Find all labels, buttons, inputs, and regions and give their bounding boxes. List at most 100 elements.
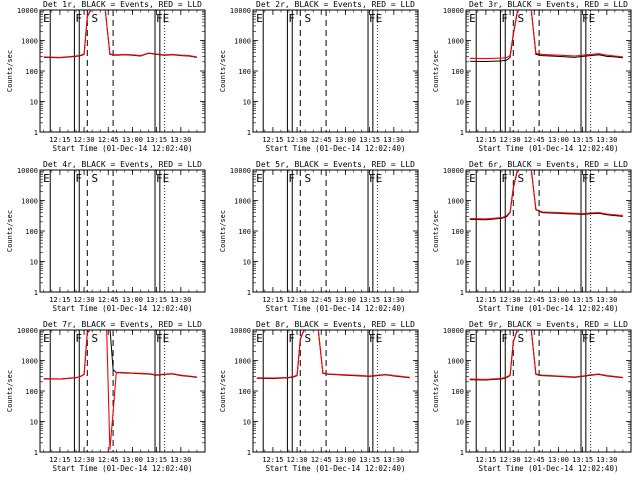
panel-det-4: Det 4r, BLACK = Events, RED = LLD 1 10 100 1…	[6, 160, 206, 313]
x-tick-label: 13:30	[170, 456, 191, 464]
y-tick-label: 100	[451, 228, 464, 236]
marker-label: FE	[582, 172, 595, 185]
x-tick-label: 12:15	[262, 296, 283, 304]
marker-label: F	[75, 172, 82, 185]
x-tick-label: 13:30	[170, 296, 191, 304]
panel-det-7: Det 7r, BLACK = Events, RED = LLD 1 10 100 1…	[6, 320, 206, 473]
panel-det-6: Det 6r, BLACK = Events, RED = LLD 1 10 100 1…	[432, 160, 632, 313]
marker-label: E	[43, 332, 50, 345]
y-tick-label: 10000	[443, 327, 464, 335]
marker-label: S	[518, 332, 525, 345]
x-axis-label: Start Time (01-Dec-14 12:02:40)	[479, 464, 619, 473]
y-tick-label: 1000	[21, 358, 38, 366]
plot-frame	[252, 9, 419, 133]
x-tick-label: 13:00	[548, 136, 569, 144]
plot-frame	[252, 329, 419, 453]
y-axis-label: Counts/sec	[432, 370, 440, 412]
y-axis-label: Counts/sec	[219, 370, 227, 412]
x-tick-label: 12:15	[475, 456, 496, 464]
marker-label: FE	[582, 12, 595, 25]
y-tick-label: 1000	[234, 38, 251, 46]
x-tick-label: 12:30	[74, 296, 95, 304]
x-tick-label: 12:45	[311, 296, 332, 304]
y-tick-label: 1000	[21, 38, 38, 46]
marker-label: S	[92, 332, 99, 345]
x-axis-label: Start Time (01-Dec-14 12:02:40)	[479, 304, 619, 313]
y-tick-label: 10	[243, 99, 251, 107]
marker-label: FE	[369, 332, 382, 345]
x-tick-label: 12:30	[287, 296, 308, 304]
events-series-line	[256, 330, 410, 380]
y-axis-label: Counts/sec	[6, 370, 14, 412]
x-tick-label: 12:45	[311, 456, 332, 464]
y-axis-label: Counts/sec	[219, 50, 227, 92]
events-series-line	[43, 330, 197, 380]
y-tick-label: 1	[460, 129, 464, 137]
x-tick-label: 13:30	[596, 136, 617, 144]
marker-label: S	[518, 12, 525, 25]
x-tick-label: 13:00	[122, 456, 143, 464]
x-axis-label: Start Time (01-Dec-14 12:02:40)	[53, 304, 193, 313]
marker-label: S	[92, 12, 99, 25]
y-tick-label: 100	[25, 388, 38, 396]
y-tick-label: 100	[451, 388, 464, 396]
marker-label: E	[256, 12, 263, 25]
marker-label: S	[518, 172, 525, 185]
x-tick-label: 13:15	[359, 136, 380, 144]
x-axis-label: Start Time (01-Dec-14 12:02:40)	[266, 304, 406, 313]
y-tick-label: 10000	[230, 7, 251, 15]
marker-label: F	[288, 172, 295, 185]
y-tick-label: 1	[34, 289, 38, 297]
x-tick-label: 12:15	[49, 136, 70, 144]
marker-label: F	[75, 12, 82, 25]
x-tick-label: 12:30	[287, 456, 308, 464]
marker-label: F	[288, 332, 295, 345]
x-tick-label: 13:00	[335, 136, 356, 144]
plot-frame	[39, 9, 206, 133]
y-tick-label: 100	[25, 68, 38, 76]
y-tick-label: 10000	[443, 167, 464, 175]
x-tick-label: 12:30	[500, 456, 521, 464]
y-tick-label: 1000	[447, 38, 464, 46]
y-axis-label: Counts/sec	[432, 210, 440, 252]
marker-label: F	[288, 12, 295, 25]
x-tick-label: 13:00	[548, 456, 569, 464]
lld-series-line	[469, 170, 623, 220]
panel-title: Det 1r, BLACK = Events, RED = LLD	[43, 0, 202, 9]
y-tick-label: 10000	[17, 327, 38, 335]
series-group	[43, 10, 197, 59]
lld-series-line	[256, 330, 410, 379]
marker-label: FE	[369, 172, 382, 185]
y-tick-label: 100	[238, 388, 251, 396]
marker-label: FE	[156, 332, 169, 345]
y-tick-label: 1	[247, 129, 251, 137]
y-tick-label: 10	[30, 259, 38, 267]
marker-label: E	[256, 172, 263, 185]
panel-det-9: Det 9r, BLACK = Events, RED = LLD 1 10 100 1…	[432, 320, 632, 473]
y-tick-label: 10	[30, 99, 38, 107]
y-tick-label: 100	[25, 228, 38, 236]
marker-label: E	[256, 332, 263, 345]
events-series-line	[469, 330, 623, 381]
x-tick-label: 13:00	[122, 296, 143, 304]
lld-series-line	[469, 10, 623, 60]
y-tick-label: 1000	[21, 198, 38, 206]
lld-series-line	[469, 330, 623, 380]
x-tick-label: 13:15	[146, 456, 167, 464]
marker-label: F	[501, 12, 508, 25]
x-tick-label: 13:15	[359, 296, 380, 304]
x-tick-label: 12:45	[524, 456, 545, 464]
x-tick-label: 13:00	[335, 456, 356, 464]
x-axis-label: Start Time (01-Dec-14 12:02:40)	[53, 464, 193, 473]
panel-title: Det 8r, BLACK = Events, RED = LLD	[256, 320, 415, 329]
x-axis-label: Start Time (01-Dec-14 12:02:40)	[479, 144, 619, 153]
x-tick-label: 13:30	[383, 296, 404, 304]
y-axis-label: Counts/sec	[6, 50, 14, 92]
x-tick-label: 12:30	[500, 296, 521, 304]
panel-det-3: Det 3r, BLACK = Events, RED = LLD 1 10 100 1…	[432, 0, 632, 153]
marker-label: E	[469, 172, 476, 185]
marker-label: F	[501, 332, 508, 345]
panel-title: Det 7r, BLACK = Events, RED = LLD	[43, 320, 202, 329]
plot-frame	[39, 329, 206, 453]
panel-det-8: Det 8r, BLACK = Events, RED = LLD 1 10 100 1…	[219, 320, 419, 473]
